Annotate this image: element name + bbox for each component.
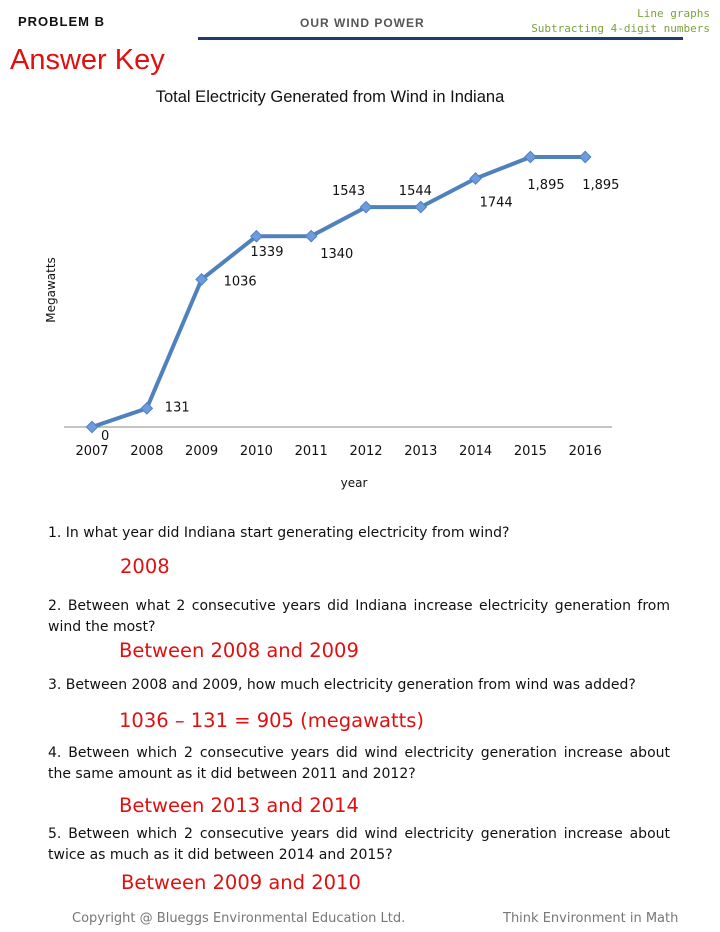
copyright-footer: Copyright @ Blueggs Environmental Educat… <box>72 911 406 926</box>
y-axis-label: Megawatts <box>44 257 58 323</box>
question-2: 2. Between what 2 consecutive years did … <box>48 598 670 635</box>
data-label: 1,895 <box>582 178 619 193</box>
topic-tag: Line graphs <box>637 7 710 20</box>
chart-title: Total Electricity Generated from Wind in… <box>155 88 505 106</box>
data-label: 1,895 <box>527 178 564 193</box>
data-point <box>304 229 318 243</box>
x-tick-label: 2014 <box>459 444 492 459</box>
data-point <box>469 172 482 185</box>
data-label: 1340 <box>320 247 353 262</box>
x-tick-label: 2016 <box>569 444 602 459</box>
data-label: 131 <box>165 400 190 415</box>
answer-4: Between 2013 and 2014 <box>119 794 359 817</box>
x-tick-label: 2011 <box>295 444 328 459</box>
data-point <box>85 420 99 434</box>
answer-2: Between 2008 and 2009 <box>119 639 359 662</box>
data-label: 0 <box>101 429 109 444</box>
answer-5: Between 2009 and 2010 <box>121 871 361 894</box>
x-tick-label: 2012 <box>349 444 382 459</box>
header-rule <box>198 37 683 40</box>
x-tick-label: 2015 <box>514 444 547 459</box>
tagline-footer: Think Environment in Math <box>503 911 679 926</box>
x-axis-label: year <box>341 476 368 490</box>
data-point <box>140 401 154 415</box>
topic-tags: Line graphs Subtracting 4-digit numbers <box>531 6 710 36</box>
data-label: 1339 <box>250 245 283 260</box>
data-label: 1036 <box>224 274 257 289</box>
topic-tag: Subtracting 4-digit numbers <box>531 22 710 35</box>
question-5: 5. Between which 2 consecutive years did… <box>48 826 670 863</box>
data-label: 1544 <box>399 184 432 199</box>
x-tick-label: 2007 <box>75 444 108 459</box>
problem-label: PROBLEM B <box>18 14 105 29</box>
question-3: 3. Between 2008 and 2009, how much elect… <box>48 677 636 693</box>
data-point <box>195 273 208 286</box>
x-tick-label: 2013 <box>404 444 437 459</box>
data-point <box>524 150 537 164</box>
x-tick-label: 2009 <box>185 444 218 459</box>
series-line <box>91 155 586 429</box>
x-tick-label: 2010 <box>240 444 273 459</box>
data-point <box>250 229 263 243</box>
section-title: OUR WIND POWER <box>300 16 425 30</box>
data-point <box>578 150 592 164</box>
answer-1: 2008 <box>120 555 170 578</box>
data-point <box>414 200 428 214</box>
answer-3: 1036 – 131 = 905 (megawatts) <box>119 709 425 732</box>
data-point <box>359 200 373 214</box>
question-4: 4. Between which 2 consecutive years did… <box>48 745 670 782</box>
data-label: 1744 <box>480 196 513 211</box>
x-tick-label: 2008 <box>130 444 163 459</box>
data-label: 1543 <box>332 184 365 199</box>
answer-key-heading: Answer Key <box>10 44 165 76</box>
question-1: 1. In what year did Indiana start genera… <box>48 525 510 541</box>
